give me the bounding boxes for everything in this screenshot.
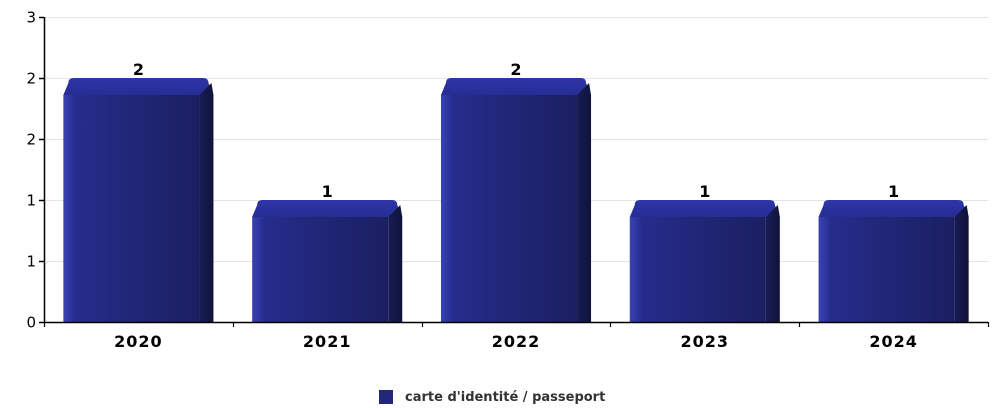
bar-side bbox=[199, 83, 214, 322]
x-tick-label: 2022 bbox=[492, 332, 541, 351]
bar-top bbox=[629, 200, 780, 217]
bar-top bbox=[252, 200, 403, 217]
bar-top bbox=[440, 78, 592, 95]
axes bbox=[39, 16, 990, 327]
legend: carte d'identité / passeport bbox=[379, 388, 605, 406]
bar-2024 bbox=[818, 217, 955, 322]
y-tick-label: 0 bbox=[26, 314, 36, 332]
y-tick-label: 2 bbox=[26, 131, 36, 149]
bar-side bbox=[388, 205, 403, 322]
bar-2023 bbox=[629, 217, 766, 322]
y-tick-label: 1 bbox=[26, 192, 36, 210]
data-label: 1 bbox=[888, 182, 899, 201]
y-tick-label: 1 bbox=[26, 253, 36, 271]
data-label: 2 bbox=[510, 60, 521, 79]
legend-swatch bbox=[379, 390, 393, 404]
y-tick-label: 2 bbox=[26, 70, 36, 88]
bars bbox=[63, 78, 969, 322]
x-tick-label: 2021 bbox=[303, 332, 352, 351]
data-label: 2 bbox=[133, 60, 144, 79]
x-tick-label: 2023 bbox=[681, 332, 730, 351]
x-tick-label: 2020 bbox=[114, 332, 163, 351]
data-label: 1 bbox=[699, 182, 710, 201]
labels: 0 1 1 2 2 3 2 2020 1 2021 2 2022 1 2023 1 2024 bbox=[26, 9, 918, 352]
bar-side bbox=[577, 83, 592, 322]
x-tick-label: 2024 bbox=[869, 332, 918, 351]
bar-top bbox=[818, 200, 969, 217]
data-label: 1 bbox=[322, 182, 333, 201]
bar-side bbox=[765, 205, 780, 322]
bar-2020 bbox=[63, 95, 200, 322]
bar-2021 bbox=[252, 217, 389, 322]
legend-label: carte d'identité / passeport bbox=[405, 389, 606, 405]
bar-top bbox=[63, 78, 214, 95]
y-tick-label: 3 bbox=[26, 9, 36, 27]
bar-2022 bbox=[440, 95, 578, 322]
bar-side bbox=[954, 205, 969, 322]
